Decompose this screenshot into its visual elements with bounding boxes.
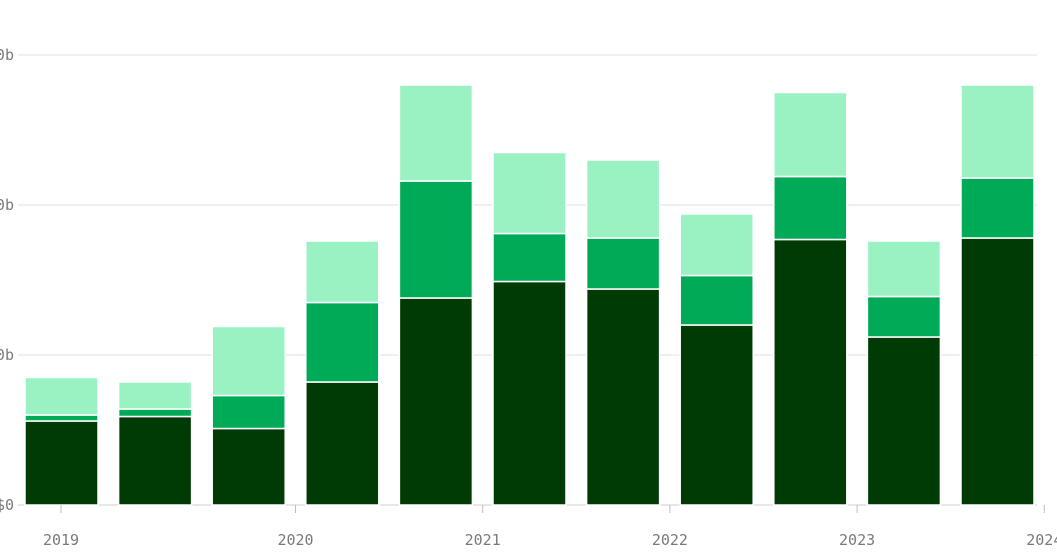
bar-segment (211, 394, 286, 430)
bar-segment (585, 159, 661, 239)
bar-segment (773, 238, 848, 506)
bar-segment (866, 240, 942, 298)
x-tick-label: 2024 (1026, 531, 1057, 549)
bar-segment (24, 376, 99, 416)
bar-segment (679, 274, 754, 326)
bar-segment (679, 213, 754, 277)
x-tick-label: 2023 (839, 531, 875, 549)
y-axis: $0 $10b $20b $30b (0, 46, 14, 514)
bar-segment (960, 177, 1035, 239)
bar-segment (679, 324, 754, 506)
bar-stack (24, 376, 99, 506)
bars (24, 84, 1035, 506)
bar-segment (492, 232, 567, 283)
bar-segment (866, 336, 942, 506)
bar-segment (492, 151, 567, 235)
bar-segment (117, 408, 193, 418)
bar-segment (398, 297, 474, 506)
bar-segment (960, 237, 1035, 506)
bar-stack (117, 381, 193, 506)
bar-segment (398, 180, 474, 299)
bar-segment (492, 280, 567, 506)
y-tick-label: $10b (0, 346, 14, 364)
bar-segment (211, 325, 286, 397)
bar-segment (398, 84, 474, 182)
bar-segment (866, 295, 942, 338)
bar-segment (117, 415, 193, 506)
bar-segment (773, 91, 848, 178)
bar-segment (305, 301, 380, 383)
bar-stack (773, 91, 848, 506)
bar-segment (24, 420, 99, 506)
bar-stack (398, 84, 474, 506)
y-tick-label: $20b (0, 196, 14, 214)
bar-stack (211, 325, 286, 506)
bar-segment (585, 288, 661, 506)
bar-stack (960, 84, 1035, 506)
bar-segment (305, 381, 380, 506)
y-tick-label: $0 (0, 496, 14, 514)
bar-segment (24, 414, 99, 422)
x-tick-label: 2022 (652, 531, 688, 549)
x-tick-label: 2020 (277, 531, 313, 549)
bar-stack (866, 240, 942, 506)
bar-segment (585, 237, 661, 290)
bar-stack (679, 213, 754, 506)
bar-segment (117, 381, 193, 410)
x-tick-label: 2021 (465, 531, 501, 549)
y-tick-label: $30b (0, 46, 14, 64)
bar-stack (305, 240, 380, 506)
bar-segment (305, 240, 380, 304)
bar-segment (773, 175, 848, 241)
bar-segment (211, 427, 286, 506)
bar-segment (960, 84, 1035, 179)
bar-stack (492, 151, 567, 506)
bar-stack (585, 159, 661, 506)
x-axis: 2019 2020 2021 2022 2023 2024 (43, 505, 1057, 549)
x-tick-label: 2019 (43, 531, 79, 549)
